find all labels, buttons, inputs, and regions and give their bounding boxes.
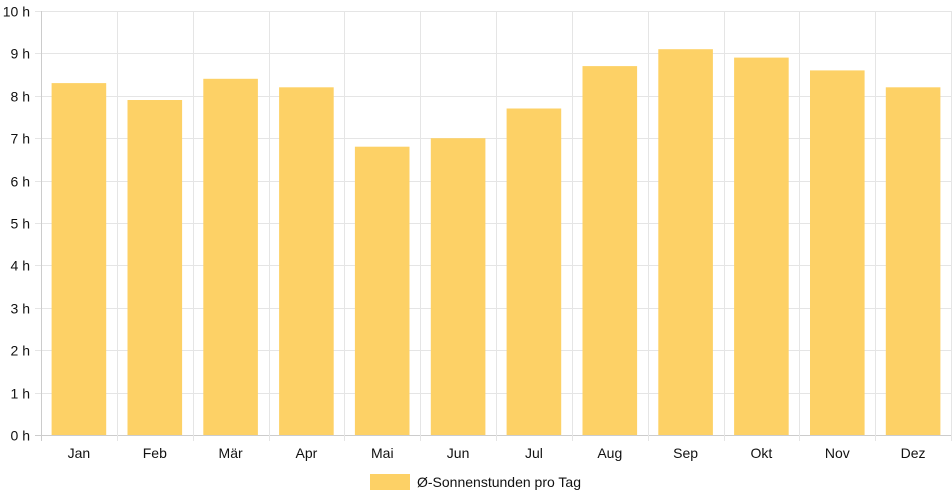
x-tick-label: Apr — [296, 445, 318, 461]
y-tick-label: 7 h — [11, 131, 30, 147]
legend-swatch[interactable] — [370, 474, 410, 490]
bar — [127, 100, 183, 435]
x-axis-ticks: Jan Feb Mär Apr Mai Jun Jul Aug Sep Okt Nov Dez — [68, 445, 926, 461]
legend-label[interactable]: Ø-Sonnenstunden pro Tag — [417, 474, 581, 490]
x-tick-label: Jul — [525, 445, 543, 461]
x-tick-label: Nov — [825, 445, 850, 461]
bar — [734, 57, 789, 435]
bar — [279, 87, 334, 436]
y-tick-label: 3 h — [11, 301, 30, 317]
bar — [658, 49, 713, 435]
y-tick-label: 0 h — [11, 428, 30, 444]
x-tick-label: Jun — [447, 445, 470, 461]
y-tick-label: 10 h — [3, 4, 30, 20]
y-tick-label: 9 h — [11, 46, 30, 62]
y-tick-label: 8 h — [11, 89, 30, 105]
x-tick-label: Dez — [901, 445, 926, 461]
x-tick-label: Aug — [597, 445, 622, 461]
x-tick-label: Jan — [68, 445, 91, 461]
bar — [506, 108, 562, 435]
y-axis-ticks: 0 h 1 h 2 h 3 h 4 h 5 h 6 h 7 h 8 h 9 h 10 h — [3, 4, 30, 444]
grid — [35, 11, 952, 441]
bar — [354, 146, 410, 435]
bar — [885, 87, 941, 436]
bar — [582, 66, 638, 435]
bar — [203, 78, 258, 436]
legend[interactable]: Ø-Sonnenstunden pro Tag — [370, 474, 581, 490]
x-tick-label: Okt — [751, 445, 773, 461]
bar — [810, 70, 865, 436]
y-tick-label: 5 h — [11, 216, 30, 232]
x-tick-label: Sep — [673, 445, 698, 461]
bar — [51, 83, 107, 435]
bar — [430, 138, 486, 435]
x-tick-label: Mai — [371, 445, 394, 461]
bars — [51, 49, 941, 436]
y-tick-label: 1 h — [11, 386, 30, 402]
y-tick-label: 6 h — [11, 174, 30, 190]
x-tick-label: Feb — [143, 445, 167, 461]
y-tick-label: 2 h — [11, 343, 30, 359]
y-tick-label: 4 h — [11, 258, 30, 274]
x-tick-label: Mär — [219, 445, 243, 461]
